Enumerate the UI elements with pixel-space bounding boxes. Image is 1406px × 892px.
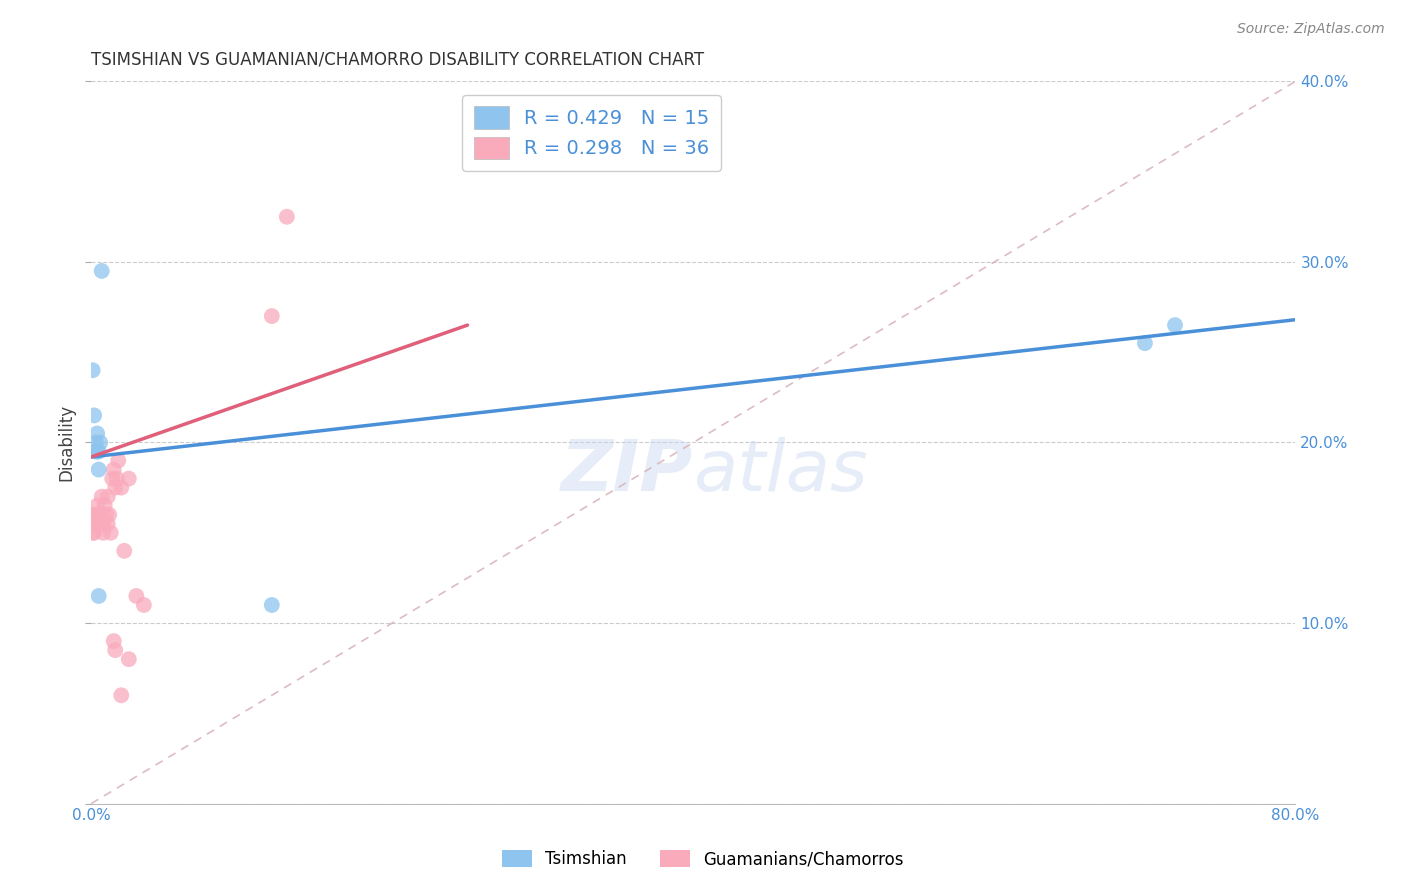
Point [90,490,112,504]
Text: atlas: atlas [693,437,868,506]
Point [1133,336,1156,351]
Point [104,481,127,495]
Point [104,643,127,657]
Point [276,210,298,224]
Point [125,589,148,603]
Point [107,453,129,467]
Point [87,462,110,476]
Point [86,499,108,513]
Point [91,516,114,531]
Point [87,444,110,458]
Point [82,508,104,522]
Point [96,508,118,522]
Text: TSIMSHIAN VS GUAMANIAN/CHAMORRO DISABILITY CORRELATION CHART: TSIMSHIAN VS GUAMANIAN/CHAMORRO DISABILI… [91,51,704,69]
Text: Source: ZipAtlas.com: Source: ZipAtlas.com [1237,22,1385,37]
Legend: R = 0.429   N = 15, R = 0.298   N = 36: R = 0.429 N = 15, R = 0.298 N = 36 [463,95,721,170]
Point [82,363,104,377]
Point [118,652,141,666]
Point [118,472,141,486]
Point [93,499,115,513]
Point [84,516,107,531]
Point [86,444,108,458]
Point [105,472,128,486]
Point [101,472,124,486]
Point [110,481,132,495]
Point [260,309,283,323]
Point [103,634,125,648]
Point [87,516,110,531]
Point [89,508,111,522]
Point [86,426,108,441]
Point [112,544,135,558]
Point [84,444,107,458]
Point [84,435,107,450]
Point [83,525,105,540]
Point [83,409,105,423]
Point [90,264,112,278]
Text: ZIP: ZIP [561,437,693,506]
Point [100,525,122,540]
Point [1164,318,1187,332]
Point [89,435,111,450]
Point [91,525,114,540]
Y-axis label: Disability: Disability [58,404,75,481]
Point [87,589,110,603]
Point [90,516,112,531]
Point [110,688,132,702]
Point [260,598,283,612]
Point [82,525,104,540]
Point [98,508,121,522]
Point [132,598,155,612]
Point [86,508,108,522]
Point [84,516,107,531]
Point [97,516,120,531]
Point [87,516,110,531]
Point [97,490,120,504]
Legend: Tsimshian, Guamanians/Chamorros: Tsimshian, Guamanians/Chamorros [495,843,911,875]
Point [103,462,125,476]
